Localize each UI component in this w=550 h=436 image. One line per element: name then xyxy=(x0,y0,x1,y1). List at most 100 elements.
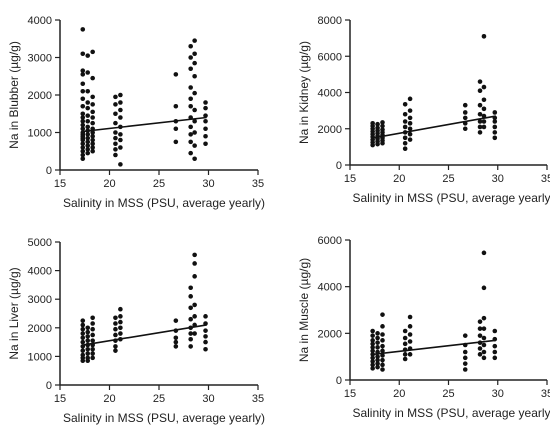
x-axis-label: Salinity in MSS (PSU, average yearly) xyxy=(352,406,550,420)
data-point xyxy=(370,328,375,334)
data-point xyxy=(407,352,413,357)
data-point xyxy=(380,348,385,354)
data-point xyxy=(375,121,380,127)
data-point xyxy=(477,326,483,331)
x-tick-label: 15 xyxy=(54,393,66,405)
data-point xyxy=(203,346,208,352)
y-tick-label: 2000 xyxy=(28,90,52,102)
data-point xyxy=(80,111,86,117)
data-point xyxy=(188,43,193,49)
data-point xyxy=(90,137,95,143)
data-point xyxy=(203,113,208,118)
data-point xyxy=(188,103,193,109)
data-point xyxy=(90,94,95,100)
x-tick-label: 35 xyxy=(252,393,264,405)
data-point xyxy=(192,143,197,148)
data-point xyxy=(380,123,385,129)
data-point xyxy=(188,124,193,130)
data-point xyxy=(188,55,193,60)
data-point xyxy=(492,343,498,349)
data-point xyxy=(85,334,91,339)
data-point xyxy=(80,358,86,363)
y-tick-label: 0 xyxy=(46,380,52,392)
data-point xyxy=(188,150,193,156)
y-tick-label: 5000 xyxy=(28,237,52,249)
data-point xyxy=(118,331,123,336)
chart-panel-liver: 0 1000 2000 3000 4000 5000 15 20 25 30 35 Salinity … xyxy=(7,237,265,425)
y-tick-label: 6000 xyxy=(318,51,342,63)
data-point xyxy=(113,348,118,353)
data-point xyxy=(118,107,123,113)
data-point xyxy=(192,38,197,43)
data-point xyxy=(192,73,197,79)
x-tick-label: 20 xyxy=(393,388,405,400)
data-point xyxy=(118,314,123,319)
x-tick-label: 25 xyxy=(153,178,165,190)
x-tick-label: 25 xyxy=(442,388,454,400)
data-point xyxy=(113,120,118,126)
data-point xyxy=(188,344,193,349)
data-point xyxy=(80,137,86,143)
data-point xyxy=(370,352,375,357)
y-tick-label: 6000 xyxy=(318,235,342,247)
data-point xyxy=(80,81,86,87)
data-point xyxy=(375,331,380,336)
data-point xyxy=(113,111,118,117)
data-point xyxy=(90,120,95,126)
data-point xyxy=(375,340,380,345)
data-point xyxy=(90,332,95,338)
data-point xyxy=(402,119,408,124)
data-point xyxy=(90,75,95,81)
data-point xyxy=(188,139,193,145)
data-point xyxy=(462,355,468,361)
data-point xyxy=(80,72,86,77)
data-point xyxy=(462,367,468,372)
data-point xyxy=(462,115,468,121)
data-point xyxy=(492,110,498,115)
x-tick-label: 20 xyxy=(103,178,115,190)
data-point xyxy=(462,333,468,338)
data-point xyxy=(192,118,197,124)
data-point xyxy=(80,103,86,109)
data-point xyxy=(203,118,208,124)
data-point xyxy=(402,341,408,347)
data-point xyxy=(173,339,179,345)
chart-panel-kidney: 0 2000 4000 6000 8000 15 20 25 30 35 Salinity in M… xyxy=(297,15,550,205)
data-point xyxy=(481,124,487,130)
data-point xyxy=(173,139,179,145)
data-point xyxy=(370,359,375,364)
data-point xyxy=(80,51,86,57)
data-point xyxy=(80,126,86,132)
data-point xyxy=(90,115,95,120)
data-point xyxy=(407,121,413,126)
data-point xyxy=(85,139,91,145)
data-point xyxy=(173,344,179,349)
data-point xyxy=(118,92,123,98)
x-tick-label: 15 xyxy=(344,173,356,185)
data-point xyxy=(173,103,179,109)
data-point xyxy=(375,354,380,359)
data-point xyxy=(90,321,95,326)
x-tick-label: 35 xyxy=(252,178,264,190)
data-point xyxy=(370,338,375,343)
data-point xyxy=(90,148,95,154)
data-point xyxy=(80,152,86,158)
data-point xyxy=(402,146,408,151)
data-point xyxy=(85,351,91,356)
data-point xyxy=(203,339,208,345)
data-point xyxy=(118,325,123,331)
data-point xyxy=(90,102,95,107)
data-point xyxy=(192,331,197,336)
data-point xyxy=(188,331,193,336)
x-tick-label: 25 xyxy=(153,393,165,405)
data-point xyxy=(113,135,118,141)
data-point xyxy=(380,343,385,349)
data-point xyxy=(481,335,487,341)
y-tick-label: 2000 xyxy=(28,323,52,335)
data-point xyxy=(90,326,95,332)
data-point xyxy=(113,130,118,135)
data-point xyxy=(481,315,487,321)
data-point xyxy=(188,305,193,311)
y-tick-label: 4000 xyxy=(28,15,52,27)
